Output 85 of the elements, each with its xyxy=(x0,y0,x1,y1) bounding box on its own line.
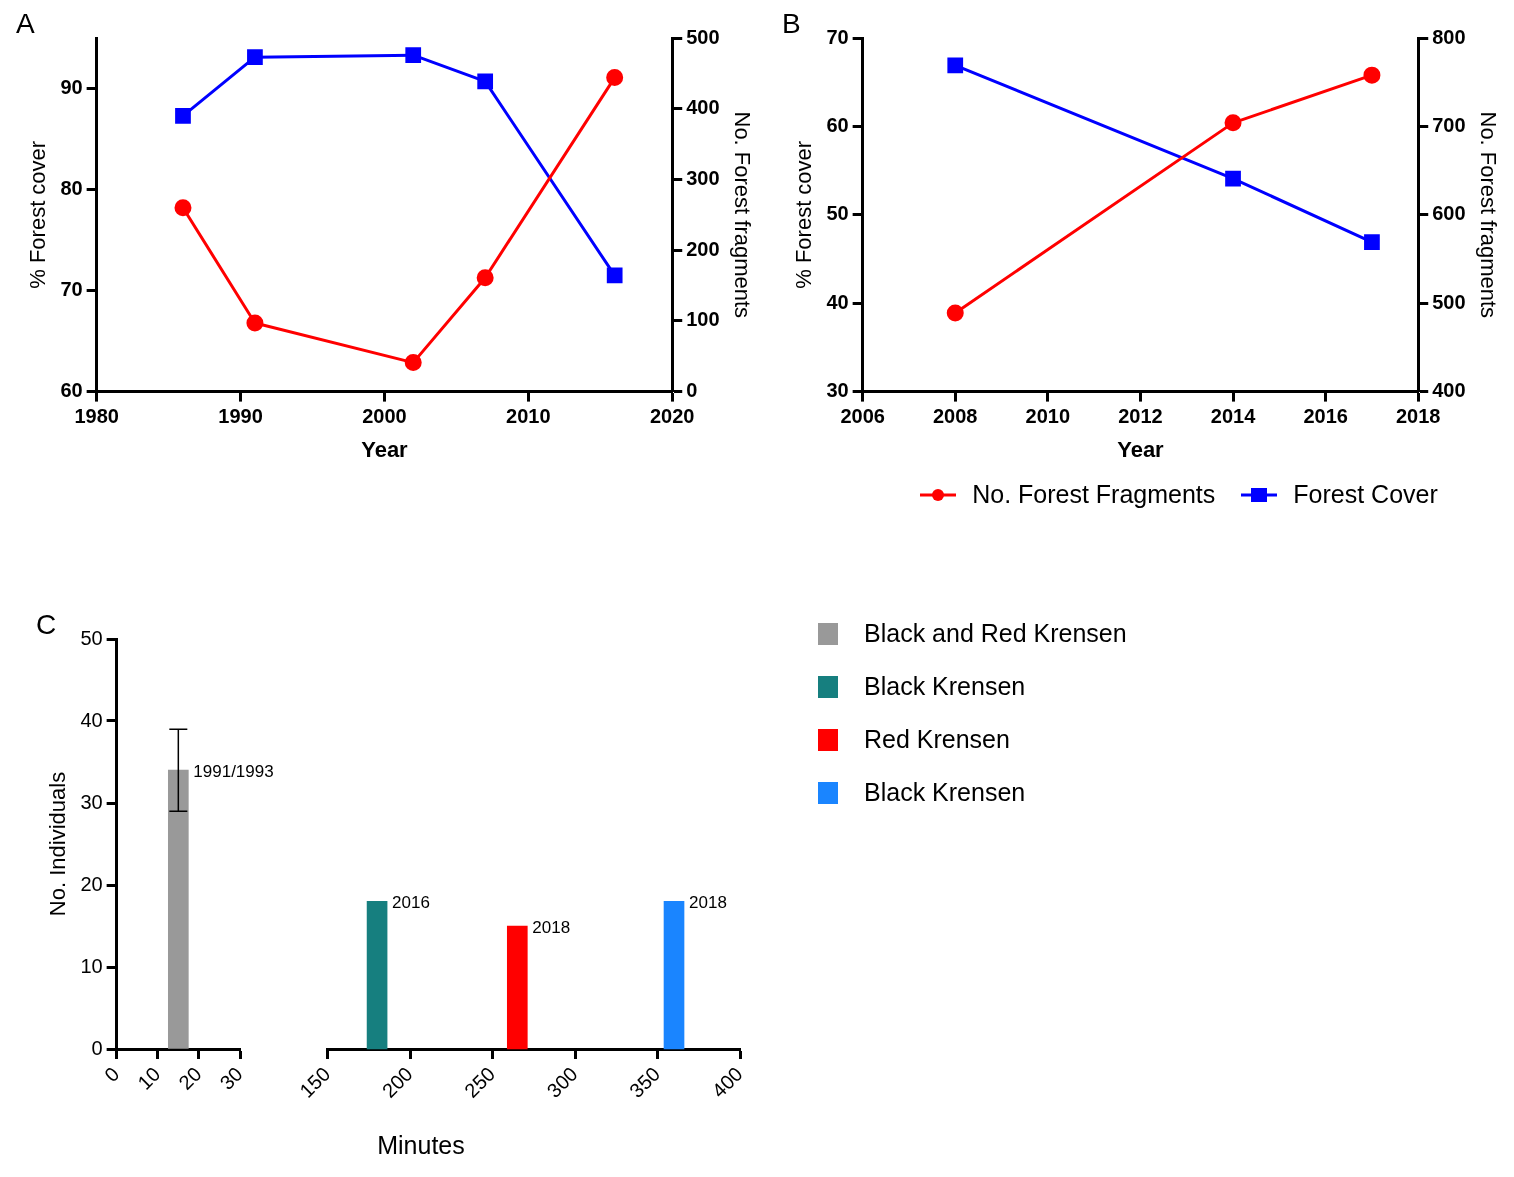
x-tick-label: 2016 xyxy=(1303,405,1348,428)
legend-label: Red Krensen xyxy=(864,725,1010,754)
x-tick-label: 300 xyxy=(542,1062,582,1102)
y2-tick-label: 300 xyxy=(686,166,720,189)
point xyxy=(404,354,422,372)
x-tick-label: 350 xyxy=(625,1062,665,1102)
x-tick-label: 2008 xyxy=(932,405,978,428)
y-tick-label: 0 xyxy=(91,1036,103,1059)
point xyxy=(1224,114,1242,132)
point xyxy=(1225,170,1241,187)
point xyxy=(247,49,263,66)
y2-tick-label: 100 xyxy=(686,308,720,331)
x-tick-label: 2010 xyxy=(506,405,551,428)
x-tick-label: 2012 xyxy=(1118,405,1163,428)
x-tick-label: 2020 xyxy=(649,405,695,428)
y2-axis-title: No. Forest fragments xyxy=(729,111,755,319)
y-tick-label: 80 xyxy=(60,177,83,200)
y-tick-label: 60 xyxy=(826,113,849,136)
point xyxy=(405,47,422,64)
y2-tick-label: 400 xyxy=(686,96,720,119)
legend-label: Black Krensen xyxy=(864,672,1026,701)
x-axis-title: Year xyxy=(361,436,409,462)
y-tick-label: 60 xyxy=(60,379,83,402)
y-tick-label: 70 xyxy=(826,25,849,48)
point xyxy=(246,314,264,332)
x-tick-label: 2010 xyxy=(1025,405,1071,428)
annotation: 2018 xyxy=(532,917,571,937)
x-tick-label: 30 xyxy=(215,1062,247,1094)
y-tick-label: 30 xyxy=(80,790,103,813)
chart-title: B xyxy=(782,8,801,40)
x-tick-label: 150 xyxy=(295,1062,335,1102)
y2-tick-label: 400 xyxy=(1432,379,1466,402)
legend-label: Black and Red Krensen xyxy=(864,619,1127,648)
y2-tick-label: 700 xyxy=(1432,113,1466,136)
point xyxy=(476,269,494,287)
x-tick-label: 2018 xyxy=(1395,405,1441,428)
y-axis-title: No. Individuals xyxy=(45,771,71,917)
chart-title: A xyxy=(16,8,35,40)
y2-tick-label: 800 xyxy=(1432,25,1466,48)
point xyxy=(606,267,623,284)
point xyxy=(946,304,964,322)
legend-label: Forest Cover xyxy=(1293,480,1438,509)
x-tick-label: 10 xyxy=(133,1062,165,1094)
y2-axis-title: No. Forest fragments xyxy=(1475,111,1501,319)
x-axis-title: Minutes xyxy=(376,1131,466,1160)
point xyxy=(606,69,624,87)
annotation: 1991/1993 xyxy=(193,761,274,781)
x-tick-label: 400 xyxy=(707,1062,747,1102)
y-axis-title: % Forest cover xyxy=(791,140,817,289)
annotation: 2018 xyxy=(689,893,727,913)
point xyxy=(175,107,191,124)
x-tick-label: 0 xyxy=(99,1062,124,1087)
x-tick-label: 2006 xyxy=(840,405,885,428)
y2-tick-label: 200 xyxy=(686,237,720,260)
point xyxy=(1363,66,1381,84)
point xyxy=(174,199,192,217)
point xyxy=(947,57,964,74)
y-tick-label: 50 xyxy=(80,626,103,649)
y-tick-label: 20 xyxy=(80,872,103,895)
x-tick-label: 1980 xyxy=(74,405,119,428)
y2-tick-label: 600 xyxy=(1432,202,1466,225)
x-tick-label: 2000 xyxy=(362,405,407,428)
x-tick-label: 1990 xyxy=(218,405,263,428)
y-tick-label: 10 xyxy=(80,954,103,977)
legend-label: Black Krensen xyxy=(864,778,1026,807)
y-tick-label: 30 xyxy=(826,379,849,402)
chart-title: C xyxy=(36,609,57,641)
y2-tick-label: 500 xyxy=(686,25,720,48)
legend-label: No. Forest Fragments xyxy=(972,480,1216,509)
y-tick-label: 40 xyxy=(80,708,103,731)
x-tick-label: 20 xyxy=(174,1062,206,1094)
point xyxy=(1364,234,1380,251)
point xyxy=(477,73,494,90)
annotation: 2016 xyxy=(392,893,430,913)
x-axis-title: Year xyxy=(1117,436,1165,462)
y2-tick-label: 500 xyxy=(1432,290,1466,313)
y-tick-label: 90 xyxy=(60,76,83,99)
x-tick-label: 250 xyxy=(460,1062,500,1102)
x-tick-label: 200 xyxy=(377,1062,417,1102)
y-tick-label: 70 xyxy=(60,278,83,301)
y-tick-label: 50 xyxy=(826,202,849,225)
y-axis-title: % Forest cover xyxy=(25,140,51,289)
x-tick-label: 2014 xyxy=(1210,405,1257,428)
y2-tick-label: 0 xyxy=(686,379,698,402)
y-tick-label: 40 xyxy=(826,290,849,313)
